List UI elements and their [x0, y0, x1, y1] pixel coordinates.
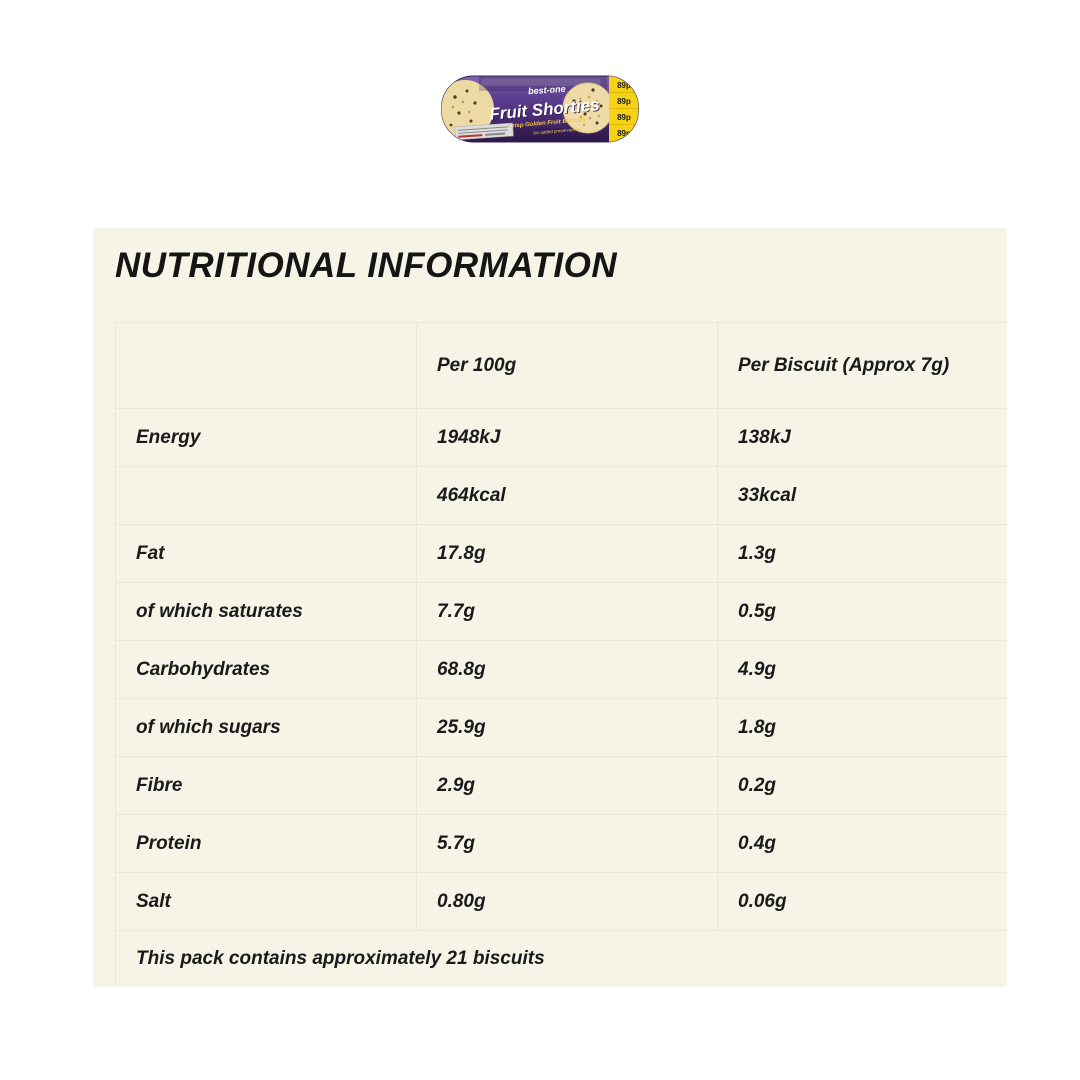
value-per-biscuit: 4.9g	[717, 640, 1007, 699]
row-label: of which sugars	[115, 698, 417, 757]
biscuit-right-icon	[562, 82, 614, 134]
value-per-biscuit: 0.06g	[717, 872, 1007, 931]
column-header-per-100g: Per 100g	[416, 322, 718, 409]
value-per-100g: 17.8g	[416, 524, 718, 583]
value-per-100g: 1948kJ	[416, 408, 718, 467]
table-row: 464kcal 33kcal	[115, 466, 1007, 525]
table-row: Fat 17.8g 1.3g	[115, 524, 1007, 583]
table-row: Energy 1948kJ 138kJ	[115, 408, 1007, 467]
biscuit-left-icon	[441, 80, 494, 138]
value-per-biscuit: 0.4g	[717, 814, 1007, 873]
price-flash-text: 89p	[617, 81, 631, 90]
table-header-row: Per 100g Per Biscuit (Approx 7g)	[115, 322, 1007, 409]
table-footnote-row: This pack contains approximately 21 bisc…	[115, 930, 1007, 987]
value-per-biscuit: 1.3g	[717, 524, 1007, 583]
table-row: Fibre 2.9g 0.2g	[115, 756, 1007, 815]
value-per-biscuit: 138kJ	[717, 408, 1007, 467]
value-per-biscuit: 33kcal	[717, 466, 1007, 525]
nutrition-section: NUTRITIONAL INFORMATION Per 100g Per Bis…	[93, 228, 1007, 987]
table-row: Carbohydrates 68.8g 4.9g	[115, 640, 1007, 699]
row-label: Carbohydrates	[115, 640, 417, 699]
table-row: of which saturates 7.7g 0.5g	[115, 582, 1007, 641]
value-per-biscuit: 0.5g	[717, 582, 1007, 641]
value-per-biscuit: 0.2g	[717, 756, 1007, 815]
nutrition-table-body: Energy 1948kJ 138kJ 464kcal 33kcal Fat 17.8g 1.…	[115, 408, 1007, 931]
section-title: NUTRITIONAL INFORMATION	[115, 246, 618, 285]
value-per-100g: 25.9g	[416, 698, 718, 757]
value-per-100g: 2.9g	[416, 756, 718, 815]
value-per-100g: 0.80g	[416, 872, 718, 931]
price-flash-text: 89p	[617, 113, 631, 122]
product-image: 89p 89p 89p 89p best-one Fruit Shorties …	[441, 75, 639, 143]
row-label: Salt	[115, 872, 417, 931]
table-row: of which sugars 25.9g 1.8g	[115, 698, 1007, 757]
product-tagline-text: No added preservatives	[533, 126, 582, 135]
row-label: Protein	[115, 814, 417, 873]
row-label: Fibre	[115, 756, 417, 815]
price-flash-text: 89p	[617, 129, 631, 138]
value-per-100g: 5.7g	[416, 814, 718, 873]
biscuit-pack-graphic: 89p 89p 89p 89p best-one Fruit Shorties …	[441, 75, 639, 143]
gloss-highlight	[481, 79, 601, 86]
value-per-100g: 7.7g	[416, 582, 718, 641]
value-per-100g: 464kcal	[416, 466, 718, 525]
table-row: Salt 0.80g 0.06g	[115, 872, 1007, 931]
column-header-blank	[115, 322, 417, 409]
price-flash-text: 89p	[617, 97, 631, 106]
column-header-per-biscuit: Per Biscuit (Approx 7g)	[717, 322, 1007, 409]
row-label: Energy	[115, 408, 417, 467]
nutrition-table: Per 100g Per Biscuit (Approx 7g) Energy 1…	[115, 322, 1007, 987]
brand-logo-text: best-one	[528, 84, 566, 97]
price-flash-strip: 89p 89p 89p 89p	[609, 76, 639, 142]
pack-footnote: This pack contains approximately 21 bisc…	[115, 930, 1007, 987]
value-per-100g: 68.8g	[416, 640, 718, 699]
row-label	[115, 466, 417, 525]
row-label: of which saturates	[115, 582, 417, 641]
row-label: Fat	[115, 524, 417, 583]
nutrition-label-strip	[454, 122, 514, 141]
value-per-biscuit: 1.8g	[717, 698, 1007, 757]
table-row: Protein 5.7g 0.4g	[115, 814, 1007, 873]
